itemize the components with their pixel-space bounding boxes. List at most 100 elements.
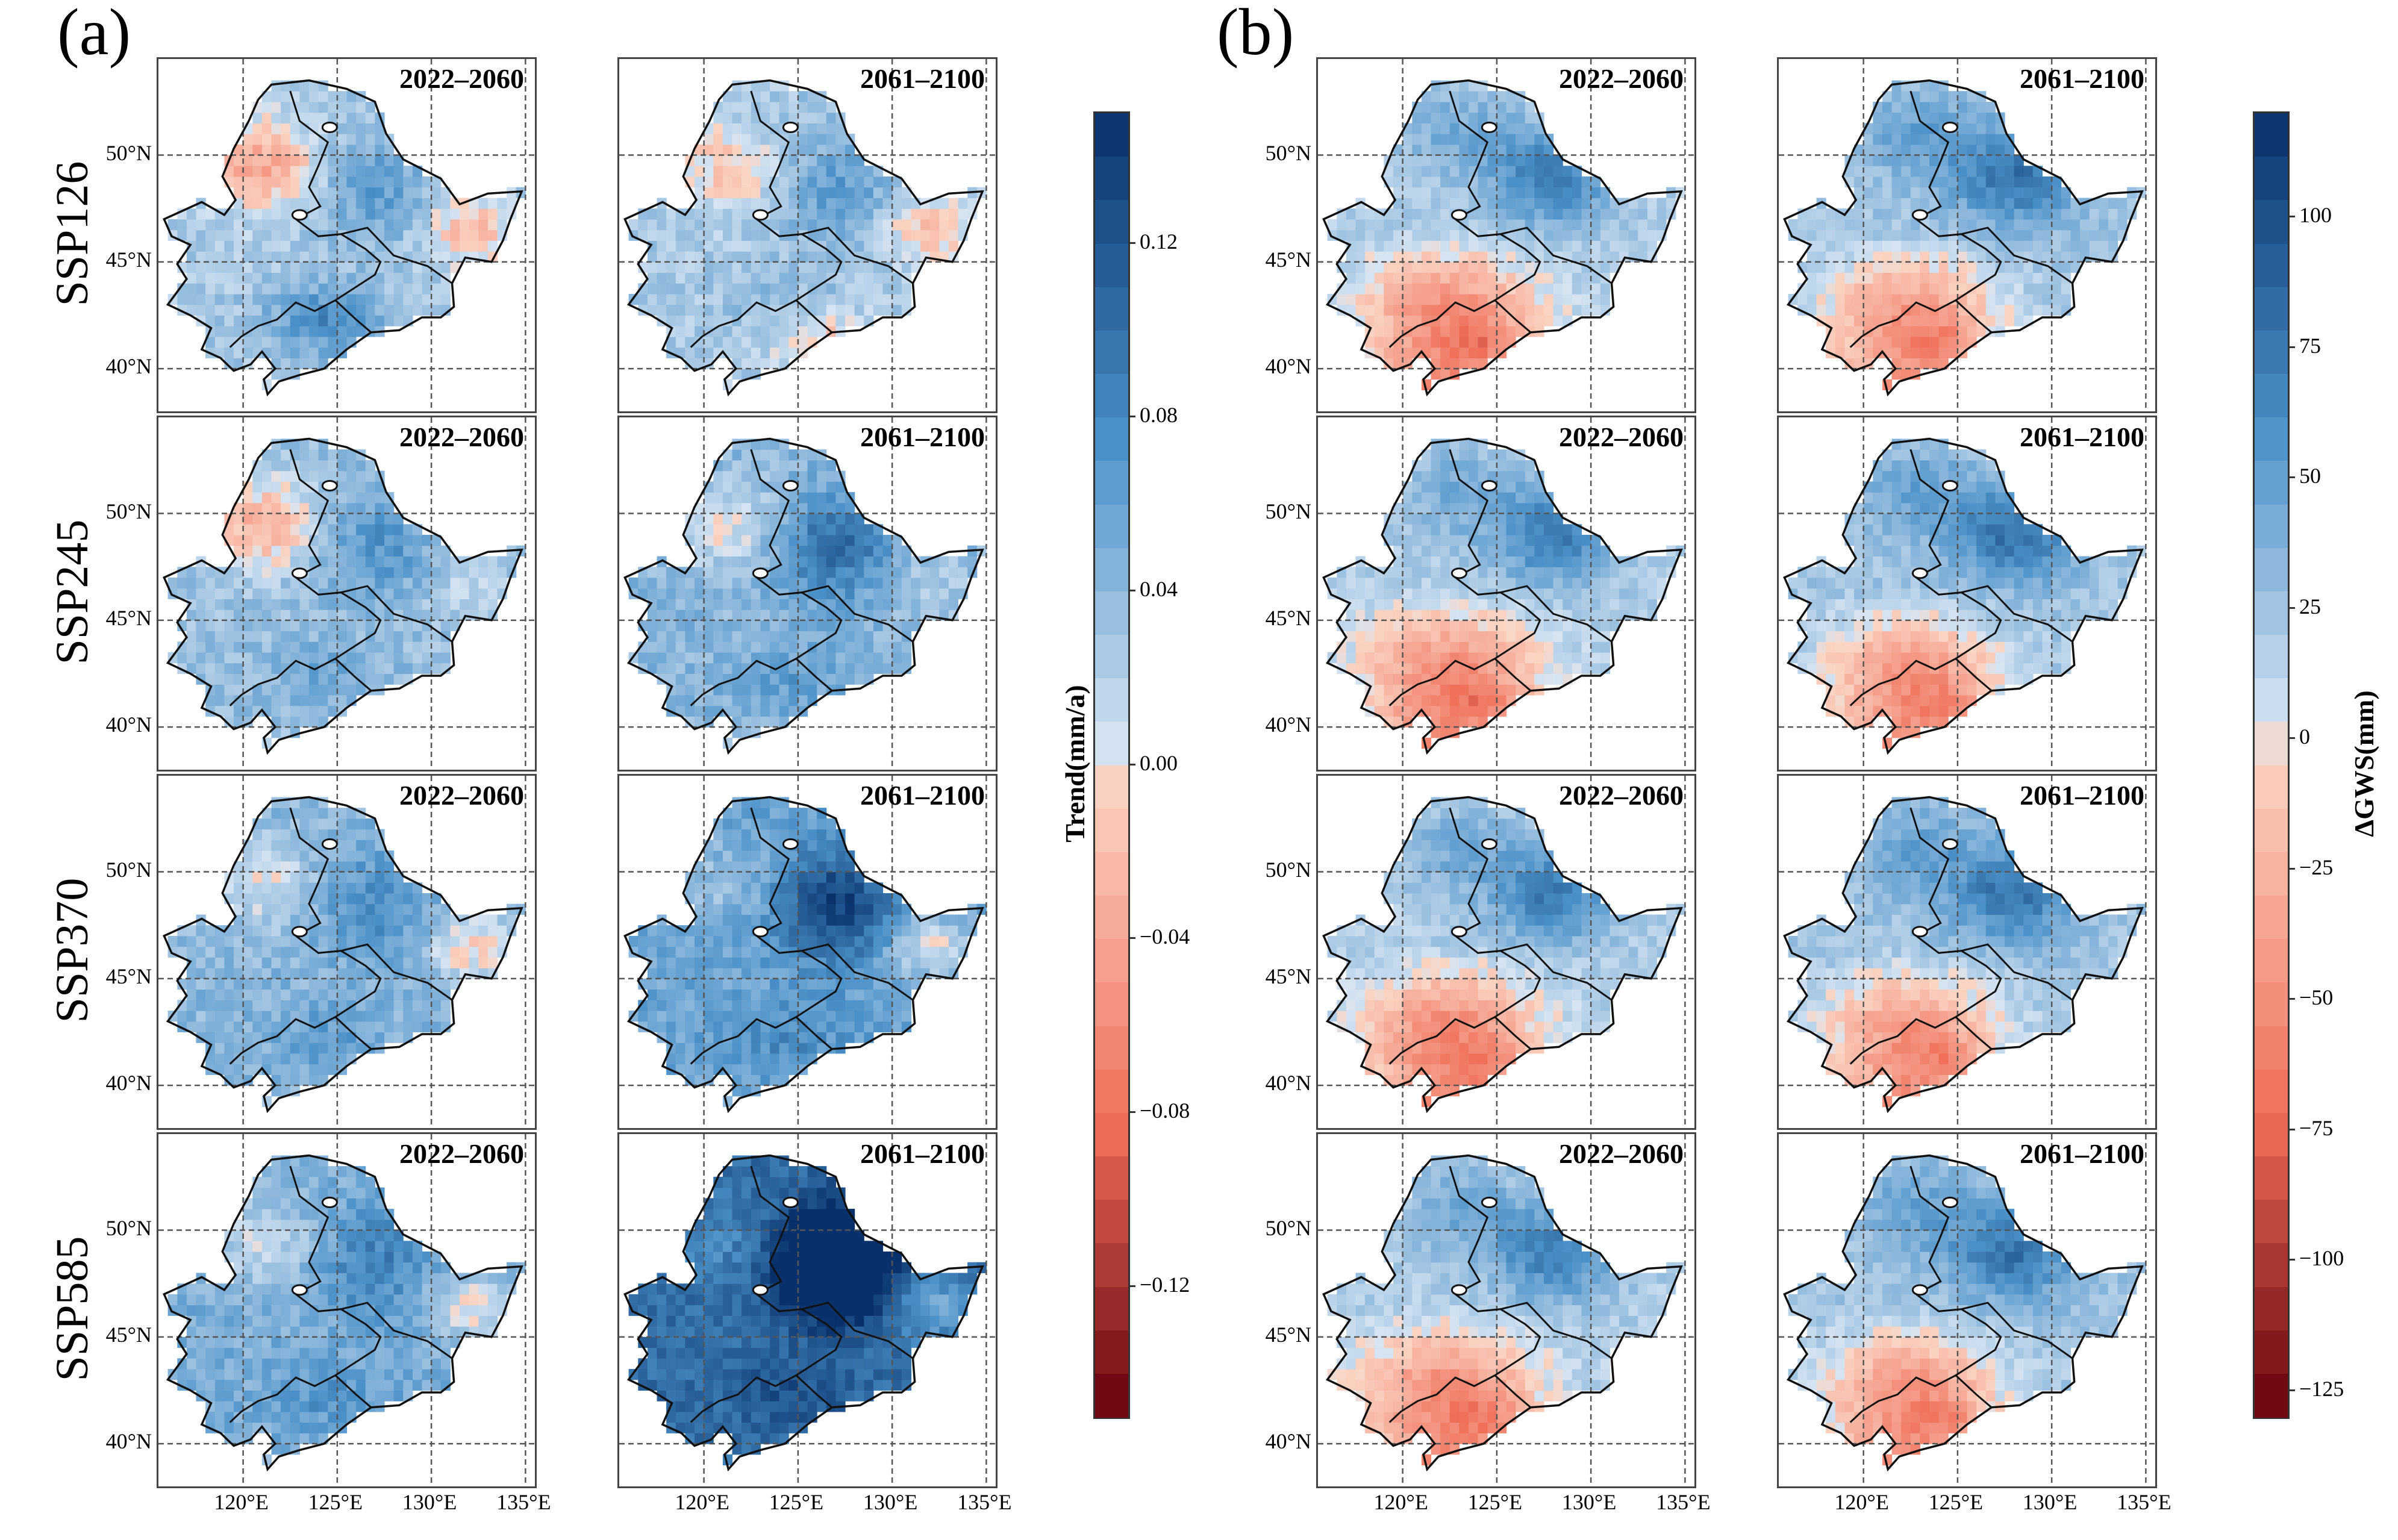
grid-cell [356, 882, 366, 894]
grid-cell [309, 599, 319, 610]
grid-cell [826, 893, 836, 905]
grid-cell [882, 198, 893, 209]
grid-cell [281, 850, 291, 862]
grid-cell [901, 1326, 911, 1338]
grid-cell [732, 716, 742, 728]
grid-cell [431, 957, 442, 968]
grid-cell [826, 641, 836, 653]
grid-cell [713, 935, 723, 947]
grid-cell [722, 251, 733, 263]
grid-cell [770, 1433, 780, 1444]
province-boundary [340, 943, 453, 1001]
grid-cell [685, 694, 695, 706]
grid-cell [873, 1379, 884, 1391]
grid-cell [431, 1283, 442, 1295]
grid-cell [722, 101, 733, 113]
grid-cell [901, 652, 911, 664]
grid-cell [328, 101, 338, 113]
grid-cell [807, 609, 817, 621]
grid-cell [788, 684, 799, 696]
grid-cell [384, 903, 395, 915]
grid-cell [328, 914, 338, 926]
grid-cell [365, 513, 375, 525]
grid-cell [487, 208, 498, 220]
grid-cell [845, 1283, 855, 1295]
grid-cell [732, 797, 742, 808]
grid-cell [412, 294, 423, 305]
grid-cell [243, 694, 253, 706]
grid-cell [892, 176, 902, 188]
grid-cell [487, 914, 498, 926]
grid-cell [713, 882, 723, 894]
grid-cell [638, 1369, 648, 1380]
grid-cell [346, 1262, 357, 1273]
grid-cell [299, 166, 310, 177]
grid-cell [722, 989, 733, 1000]
grid-cell [403, 577, 413, 589]
grid-cell [375, 1209, 385, 1220]
grid-cell [864, 1000, 874, 1011]
grid-cell [873, 272, 884, 284]
grid-cell [779, 903, 789, 915]
grid-cell [929, 208, 940, 220]
grid-cell [732, 358, 742, 369]
grid-cell [186, 219, 197, 231]
grid-cell [487, 1283, 498, 1295]
grid-cell [929, 567, 940, 578]
grid-cell [807, 198, 817, 209]
grid-cell [328, 1358, 338, 1370]
grid-cell [290, 134, 300, 145]
grid-cell [290, 1433, 300, 1444]
grid-cell [214, 1043, 225, 1054]
grid-cell [281, 155, 291, 166]
grid-cell [299, 684, 310, 696]
grid-cell [460, 935, 470, 947]
grid-cell [346, 914, 357, 926]
grid-cell [271, 716, 281, 728]
grid-cell [167, 935, 178, 947]
grid-cell [309, 840, 319, 851]
grid-cell [261, 556, 272, 567]
grid-cell [261, 470, 272, 482]
grid-cell [290, 144, 300, 156]
grid-cell [281, 449, 291, 461]
grid-cell [779, 641, 789, 653]
grid-cell [628, 577, 639, 589]
grid-cell [271, 134, 281, 145]
grid-cell [742, 1011, 752, 1022]
grid-cell [497, 1294, 507, 1306]
grid-cell [440, 1021, 451, 1032]
grid-cell [375, 502, 385, 514]
grid-cell [290, 1241, 300, 1252]
grid-cell [798, 609, 808, 621]
grid-cell [666, 315, 676, 326]
grid-cell [695, 1032, 705, 1043]
grid-cell [854, 577, 864, 589]
grid-cell [205, 989, 216, 1000]
grid-cell [422, 208, 432, 220]
grid-cell [666, 251, 676, 263]
grid-cell [224, 1032, 234, 1043]
grid-cell [845, 893, 855, 905]
grid-cell [365, 283, 375, 295]
grid-cell [826, 1326, 836, 1338]
grid-cell [845, 513, 855, 525]
grid-cell [384, 219, 395, 231]
grid-cell [271, 1315, 281, 1327]
grid-cell [375, 1390, 385, 1401]
grid-cell [798, 492, 808, 503]
grid-cell [318, 1294, 328, 1306]
grid-cell [845, 968, 855, 979]
grid-cell [186, 588, 197, 599]
grid-cell [666, 1283, 676, 1295]
province-boundary [690, 807, 843, 1065]
grid-cell [318, 1347, 328, 1359]
grid-cell [328, 609, 338, 621]
grid-cell [393, 1283, 404, 1295]
grid-cell [798, 283, 808, 295]
grid-cell [920, 219, 931, 231]
grid-cell [365, 1021, 375, 1032]
grid-cell [939, 946, 949, 958]
grid-cell [704, 641, 714, 653]
grid-cell [271, 229, 281, 241]
